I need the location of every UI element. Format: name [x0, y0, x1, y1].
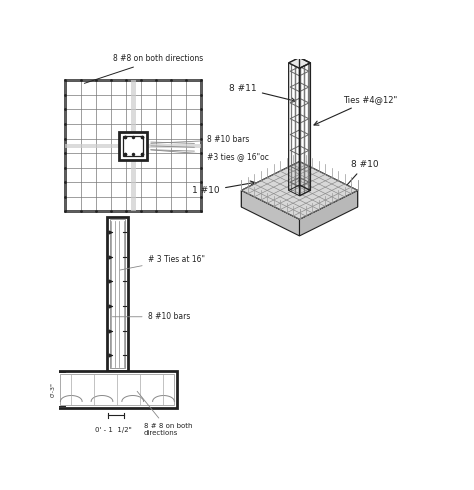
Bar: [109, 219, 125, 368]
Polygon shape: [300, 191, 357, 236]
Text: 8 #10: 8 #10: [337, 160, 379, 196]
Text: #3 ties @ 16"oc: #3 ties @ 16"oc: [151, 150, 269, 161]
Bar: [107, 217, 128, 370]
Bar: [123, 136, 143, 156]
Text: 1 #10: 1 #10: [192, 181, 255, 196]
Polygon shape: [241, 162, 357, 219]
Text: Ties #4@12": Ties #4@12": [314, 95, 397, 125]
Text: # 3 Ties at 16": # 3 Ties at 16": [120, 254, 205, 270]
Text: 8 #8 on both directions: 8 #8 on both directions: [84, 54, 203, 83]
Text: 0' - 1  1/2": 0' - 1 1/2": [95, 427, 132, 433]
Polygon shape: [300, 162, 357, 207]
Bar: [65, 144, 201, 148]
Text: 8 #10 bars: 8 #10 bars: [151, 135, 250, 144]
Bar: [60, 374, 174, 405]
Polygon shape: [241, 191, 300, 236]
Text: 8 #11: 8 #11: [229, 84, 296, 102]
Bar: [57, 370, 177, 408]
Text: 8 # 8 on both
directions: 8 # 8 on both directions: [137, 392, 192, 436]
Bar: [131, 80, 136, 211]
Text: 0'-3": 0'-3": [50, 382, 55, 396]
Text: 8 #10 bars: 8 #10 bars: [112, 312, 190, 321]
Polygon shape: [241, 162, 300, 207]
Polygon shape: [289, 57, 310, 68]
Bar: [119, 132, 147, 160]
Bar: [65, 80, 201, 211]
